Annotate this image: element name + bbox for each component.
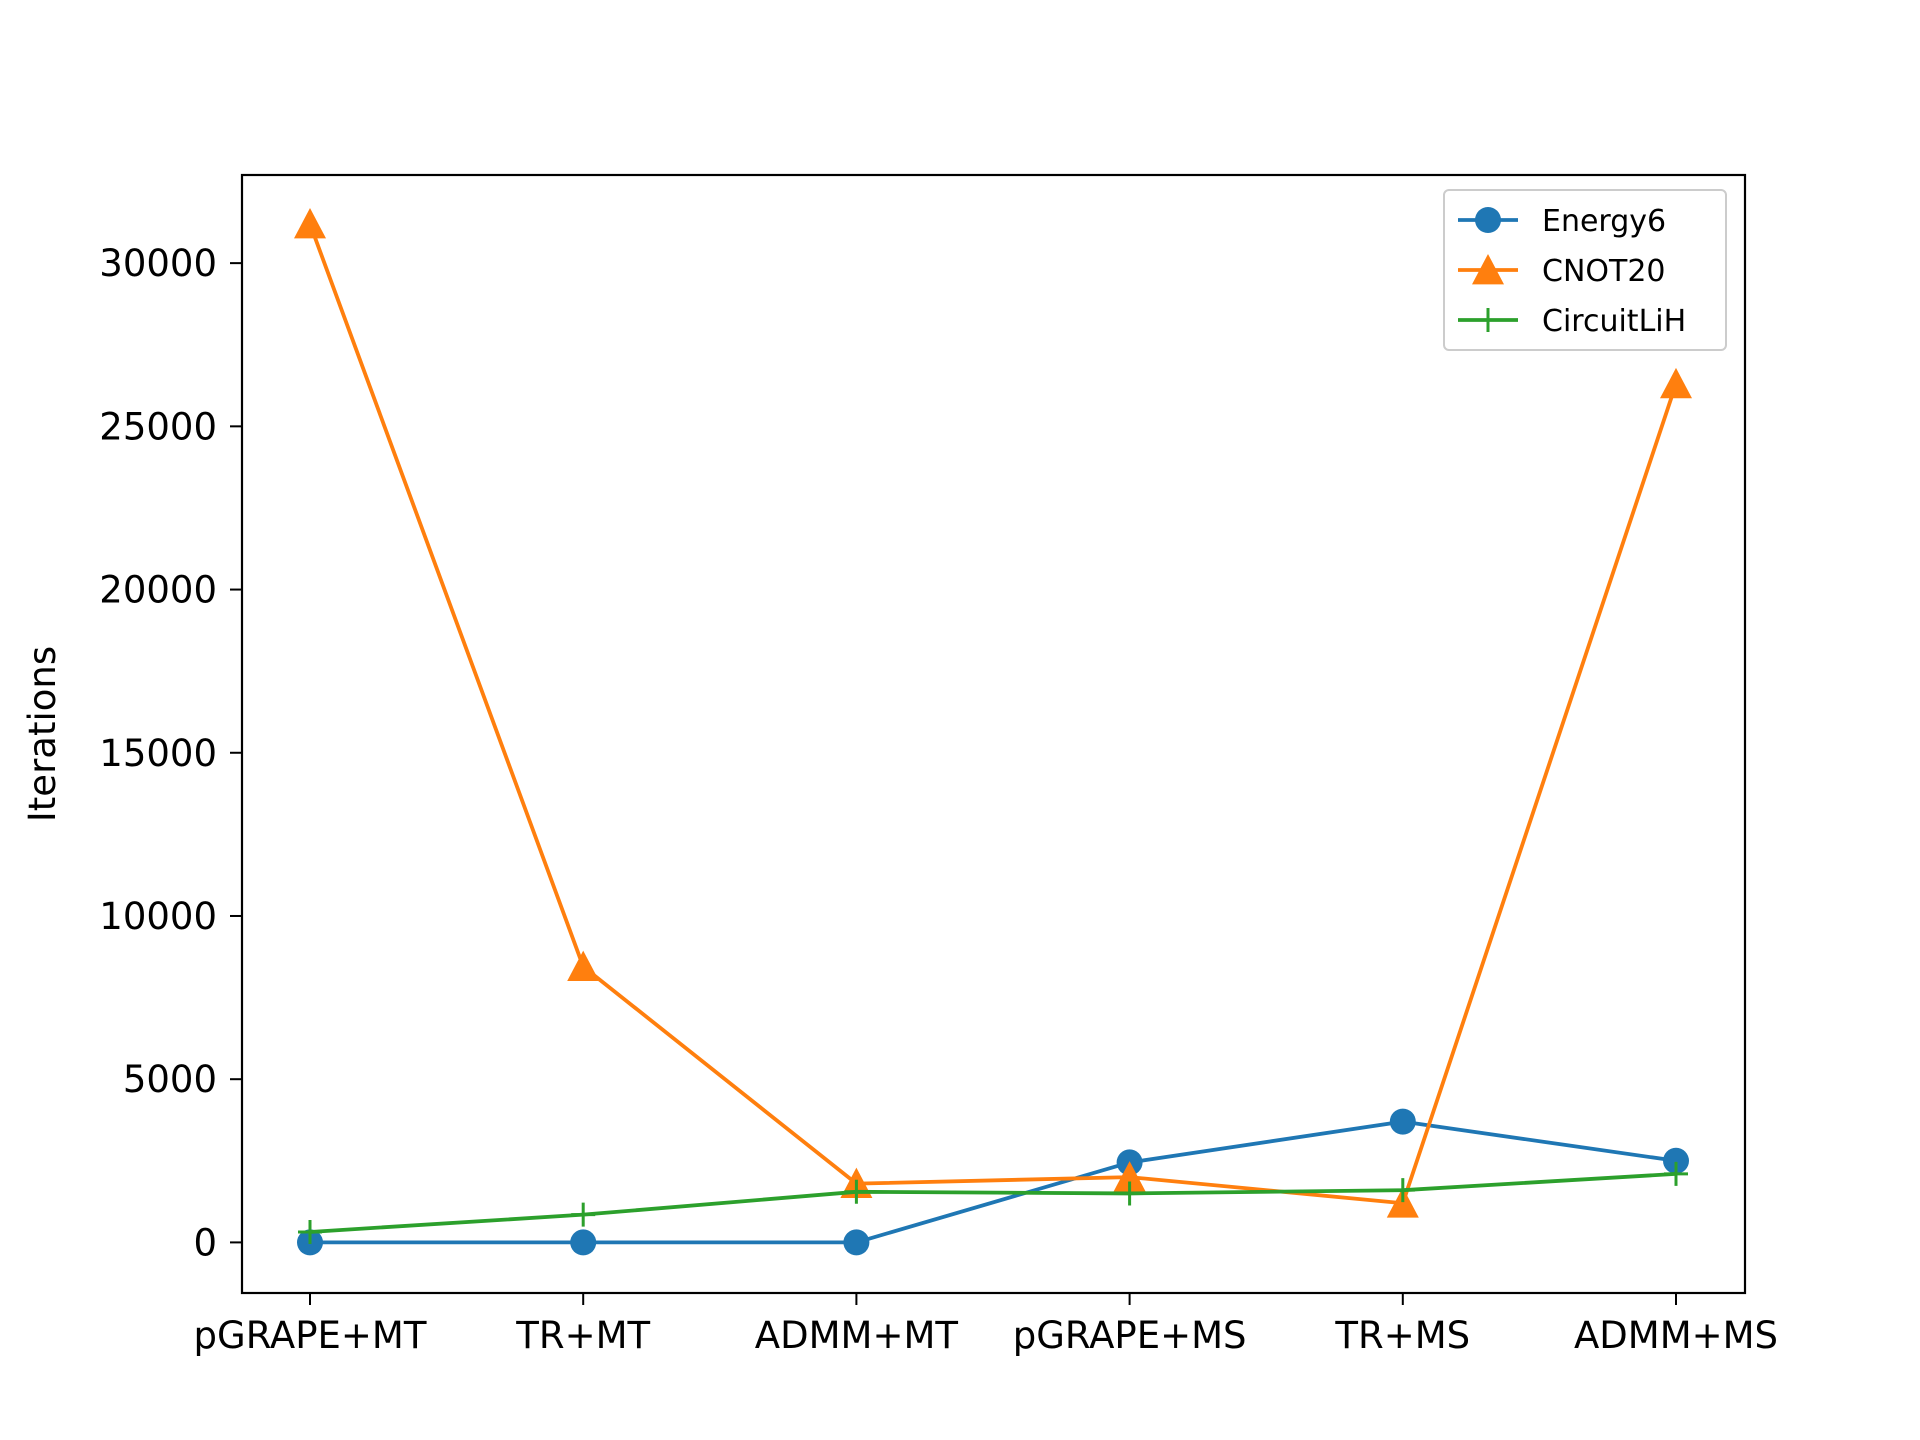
data-point-circuitlih [1117,1181,1142,1206]
legend-item-energy6: Energy6 [1458,204,1666,239]
y-tick-label: 15000 [99,732,217,775]
series-line-cnot20 [308,223,1678,1206]
legend-marker-icon [1476,308,1500,332]
x-tick-label: TR+MT [515,1314,650,1357]
legend: Energy6 CNOT20 CircuitLiH [1443,189,1727,351]
data-point-energy6 [1663,1147,1689,1174]
y-tick-label: 20000 [99,569,217,612]
data-point-circuitlih [571,1202,596,1227]
series-line-energy6 [310,1119,1677,1245]
x-tick-label: TR+MS [1334,1314,1470,1357]
y-axis-label: Iterations [21,646,64,822]
legend-label: CircuitLiH [1542,304,1686,339]
legend-item-circuitlih: CircuitLiH [1458,304,1686,339]
data-point-cnot20 [1386,1187,1419,1218]
plot-frame [240,173,1747,1295]
data-point-cnot20 [294,207,326,239]
data-point-cnot20 [1660,367,1692,399]
x-tick-label: pGRAPE+MS [1013,1314,1247,1357]
y-tick-label: 10000 [99,895,217,938]
data-point-circuitlih [844,1179,869,1204]
y-tick-label: 25000 [99,405,217,448]
series-line-circuitlih [309,1171,1677,1234]
legend-marker-icon [1475,207,1501,233]
legend-box [1443,189,1727,351]
legend-marker-icon [1472,254,1504,285]
y-tick-label: 30000 [99,242,217,285]
data-point-circuitlih [298,1219,322,1244]
series-layer [294,207,1692,1256]
series-energy6 [297,1108,1689,1256]
legend-item-cnot20: CNOT20 [1458,254,1666,289]
data-point-energy6 [570,1229,597,1256]
data-point-circuitlih [1390,1178,1415,1203]
legend-label: CNOT20 [1542,254,1666,289]
x-tick-label: ADMM+MT [755,1314,959,1357]
x-tick-label: ADMM+MS [1574,1314,1778,1357]
legend-label: Energy6 [1542,204,1666,239]
axes-layer: pGRAPE+MT TR+MT ADMM+MT pGRAPE+MS TR+MS ADMM+… [99,242,1778,1357]
y-tick-label: 5000 [123,1058,217,1101]
series-circuitlih [298,1161,1688,1244]
data-point-energy6 [1389,1108,1416,1135]
y-tick-label: 0 [193,1221,217,1264]
data-point-energy6 [843,1229,870,1256]
x-tick-label: pGRAPE+MT [194,1314,427,1357]
data-point-cnot20 [1113,1161,1146,1192]
data-point-cnot20 [567,950,600,981]
data-point-circuitlih [1664,1161,1688,1186]
